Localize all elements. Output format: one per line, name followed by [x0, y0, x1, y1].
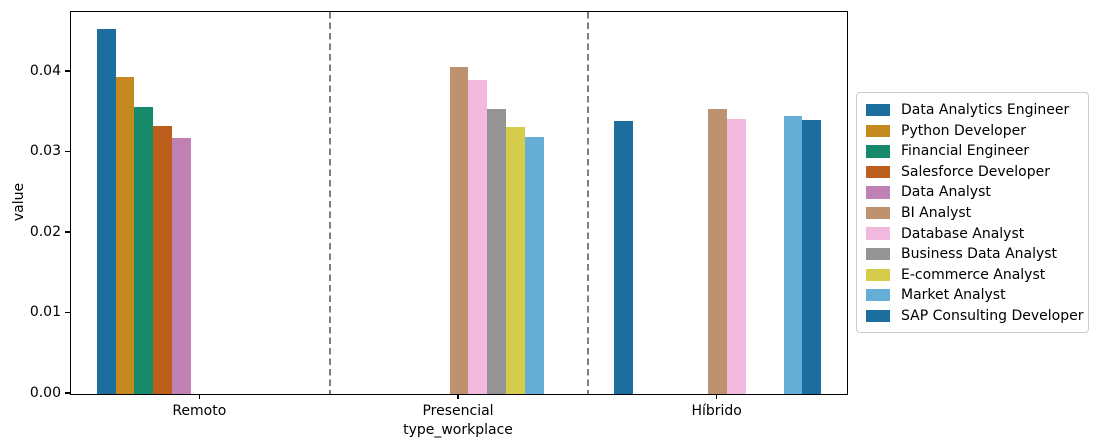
legend-item: Financial Engineer: [866, 141, 1080, 162]
legend-label: Financial Engineer: [901, 143, 1030, 160]
legend-swatch: [866, 206, 890, 220]
legend-item: Data Analytics Engineer: [866, 100, 1080, 121]
bar: [96, 29, 116, 394]
legend-item: Data Analyst: [866, 182, 1080, 203]
x-tick-label: Presencial: [422, 403, 494, 419]
x-axis-label: type_workplace: [403, 422, 513, 438]
legend-swatch: [866, 227, 890, 240]
bar: [115, 76, 135, 394]
bar: [802, 120, 822, 394]
x-tick: [715, 394, 718, 400]
legend-item: Python Developer: [866, 121, 1080, 142]
legend-label: BI Analyst: [901, 205, 972, 221]
y-tick-label: 0.03: [29, 143, 61, 160]
legend-item: Market Analyst: [866, 285, 1080, 306]
legend-swatch: [866, 186, 890, 199]
bar: [708, 109, 728, 394]
bar: [727, 119, 746, 394]
legend-item: SAP Consulting Developer: [866, 305, 1084, 326]
legend-label: Data Analytics Engineer: [901, 102, 1070, 119]
legend: Data Analytics Engineer Python Developer F…: [856, 92, 1089, 334]
bar: [524, 137, 544, 394]
legend-label: E-commerce Analyst: [901, 266, 1046, 283]
legend-swatch: [866, 104, 890, 117]
bar: [449, 67, 469, 394]
x-tick: [457, 394, 459, 400]
legend-label: Data Analyst: [901, 184, 991, 201]
x-tick-label: Remoto: [172, 403, 227, 419]
legend-label: Business Data Analyst: [901, 246, 1058, 263]
y-tick: [65, 150, 70, 153]
legend-item: Business Data Analyst: [866, 244, 1080, 265]
bar: [172, 138, 191, 394]
y-tick: [65, 70, 70, 72]
legend-swatch: [866, 268, 890, 281]
legend-swatch: [866, 124, 890, 137]
y-tick: [65, 231, 70, 233]
plot-area: [70, 11, 848, 395]
bar: [614, 121, 633, 394]
y-tick-label: 0.04: [29, 62, 61, 79]
legend-item: BI Analyst: [866, 203, 1080, 224]
bar: [487, 109, 506, 394]
group-separator-line: [328, 12, 331, 394]
legend-label: Market Analyst: [901, 287, 1006, 304]
legend-swatch: [866, 309, 890, 322]
legend-label: Database Analyst: [901, 225, 1025, 242]
legend-swatch: [866, 247, 890, 261]
legend-swatch: [866, 289, 890, 302]
x-tick-label: Híbrido: [691, 403, 742, 419]
x-tick: [198, 394, 201, 400]
y-tick-label: 0.02: [29, 223, 61, 240]
y-tick-label: 0.01: [29, 304, 61, 321]
legend-swatch: [866, 145, 890, 158]
legend-item: E-commerce Analyst: [866, 264, 1080, 285]
bar: [506, 126, 525, 394]
bar: [153, 125, 173, 394]
y-tick-label: 0.00: [29, 385, 61, 401]
legend-item: Database Analyst: [866, 223, 1080, 244]
y-tick: [65, 311, 70, 314]
y-tick: [65, 392, 70, 394]
bar: [783, 116, 803, 394]
legend-item: Salesforce Developer: [866, 162, 1080, 183]
y-axis-label: value: [11, 182, 27, 222]
legend-label: Salesforce Developer: [901, 163, 1050, 180]
bar: [134, 106, 154, 394]
legend-label: Python Developer: [901, 122, 1026, 139]
legend-label: SAP Consulting Developer: [901, 307, 1084, 324]
group-separator-line: [587, 12, 590, 394]
legend-swatch: [866, 165, 890, 179]
bar: [468, 80, 488, 394]
